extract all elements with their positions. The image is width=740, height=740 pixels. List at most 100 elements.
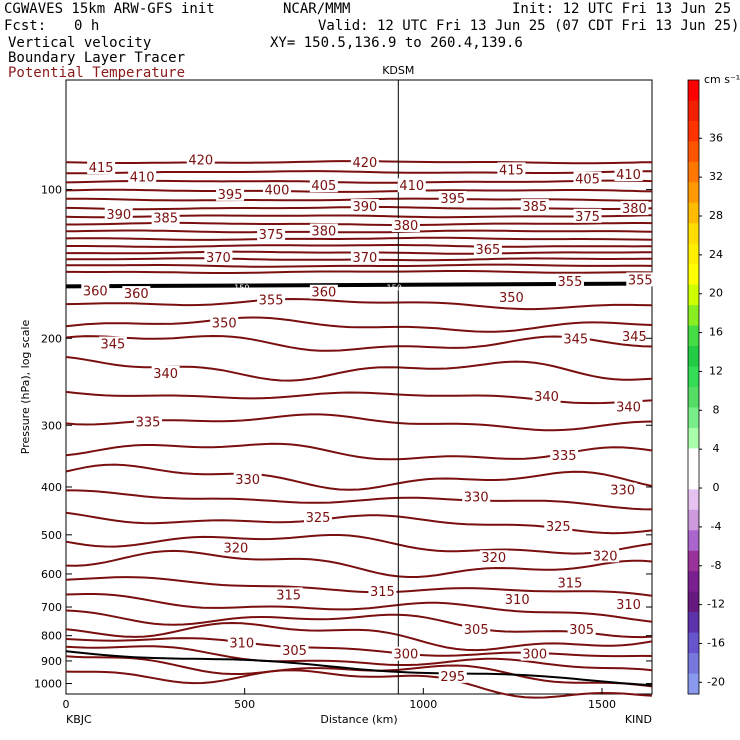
contour-label: 305: [569, 623, 594, 638]
theta-contour-line: [65, 621, 653, 652]
contour-label-bg: [608, 482, 637, 497]
x-end-station: KIND: [625, 713, 652, 726]
theta-contour-line: [65, 413, 653, 432]
contour-label-bg: [620, 201, 649, 216]
colorbar-swatch: [688, 80, 699, 101]
tracer-label: 150: [234, 284, 249, 293]
contour-label-bg: [81, 283, 110, 298]
colorbar-label: -4: [711, 520, 722, 533]
colorbar-swatch: [688, 550, 699, 572]
y-tick-label: 200: [41, 332, 62, 345]
contour-label-bg: [233, 471, 262, 486]
theta-contour-line: [65, 637, 653, 658]
colorbar-label: 28: [709, 209, 723, 222]
contour-label-bg: [567, 621, 596, 636]
colorbar-swatch: [688, 305, 699, 327]
colorbar-swatch: [688, 530, 699, 552]
colorbar-swatch: [688, 264, 699, 286]
colorbar-swatch: [688, 100, 699, 122]
colorbar-swatch: [688, 448, 699, 470]
theta-contour-line: [65, 229, 653, 234]
y-tick-label: 300: [41, 419, 62, 432]
colorbar-label: 36: [709, 131, 723, 144]
contour-label-bg: [134, 414, 163, 429]
contour-label: 325: [306, 511, 331, 526]
y-tick-label: 100: [41, 184, 62, 197]
contour-label-bg: [555, 273, 584, 288]
contour-label: 385: [153, 212, 178, 227]
colorbar-unit: cm s⁻¹: [704, 73, 740, 86]
contour-label: 390: [106, 208, 131, 223]
theta-contour-line: [65, 188, 653, 193]
contour-label: 395: [218, 188, 243, 203]
colorbar-swatch: [688, 612, 699, 634]
colorbar-label: 16: [709, 326, 723, 339]
boundary-tracer-thick-line: [65, 281, 653, 289]
contour-label-bg: [216, 186, 245, 201]
colorbar-swatch: [688, 161, 699, 183]
theta-contour-line: [65, 645, 653, 672]
contour-label: 355: [259, 294, 284, 309]
x-start-station: KBJC: [66, 713, 92, 726]
contour-label: 380: [393, 219, 418, 234]
contour-label-bg: [550, 448, 579, 463]
contour-label: 395: [440, 192, 465, 207]
contour-label-bg: [87, 159, 116, 174]
contour-label: 330: [464, 490, 489, 505]
contour-label: 315: [558, 577, 583, 592]
contour-label-bg: [309, 284, 338, 299]
theta-contour-line: [65, 463, 653, 491]
contour-label-bg: [520, 199, 549, 214]
contour-label: 340: [534, 390, 559, 405]
contour-label: 315: [276, 588, 301, 603]
colorbar-label: 24: [709, 248, 723, 261]
contour-label-bg: [262, 182, 291, 197]
contour-label: 295: [440, 670, 465, 685]
contour-label: 320: [593, 549, 618, 564]
theta-contour-line: [65, 334, 653, 352]
contour-label-bg: [497, 290, 526, 305]
contour-label: 415: [499, 163, 524, 178]
contour-label-bg: [438, 668, 467, 683]
contour-label-bg: [620, 329, 649, 344]
contour-label: 345: [622, 330, 647, 345]
contour-label-bg: [280, 642, 309, 657]
contour-label: 410: [130, 170, 155, 185]
x-tick-label: 1500: [588, 698, 616, 711]
contour-label: 400: [265, 184, 290, 199]
contour-labels: 415 420 410 390 385 395 400 405 420 410 415 405 410 3…: [81, 152, 655, 685]
contour-label: 385: [522, 200, 547, 215]
contour-label: 410: [399, 179, 424, 194]
contour-label-bg: [473, 242, 502, 257]
contour-label: 340: [616, 401, 641, 416]
contour-label: 390: [352, 200, 377, 215]
contour-label-bg: [104, 206, 133, 221]
contour-label: 375: [575, 210, 600, 225]
x-axis-label: Distance (km): [320, 713, 397, 726]
contour-label: 380: [622, 202, 647, 217]
y-tick-label: 600: [41, 568, 62, 581]
colorbar-swatch: [688, 366, 699, 388]
x-tick-label: 500: [234, 698, 255, 711]
contour-label-bg: [391, 218, 420, 233]
field-potential-temperature: Potential Temperature: [8, 65, 186, 81]
contour-label: 370: [206, 251, 231, 266]
contour-label-bg: [257, 226, 286, 241]
terrain-line: [65, 650, 653, 687]
contour-label-bg: [257, 292, 286, 307]
contour-label: 325: [546, 520, 571, 535]
contour-label-bg: [151, 210, 180, 225]
contour-label-bg: [497, 162, 526, 177]
field-vertical-velocity: Vertical velocity: [8, 35, 152, 51]
contour-label-bg: [561, 331, 590, 346]
y-axis-label: Pressure (hPa), log scale: [19, 320, 32, 455]
contour-label: 305: [282, 644, 307, 659]
contour-label-bg: [350, 199, 379, 214]
contour-label-bg: [350, 155, 379, 170]
x-tick-label: 0: [63, 698, 70, 711]
colorbar-swatch: [688, 182, 699, 204]
colorbar: cm s⁻¹ 36 32 28 24 20 16 12 8 4 0 -4 -8 -12 -16 -20: [687, 73, 740, 695]
contour-label-bg: [397, 178, 426, 193]
colorbar-label: 0: [713, 481, 720, 494]
fcst-value: 0 h: [74, 18, 100, 34]
